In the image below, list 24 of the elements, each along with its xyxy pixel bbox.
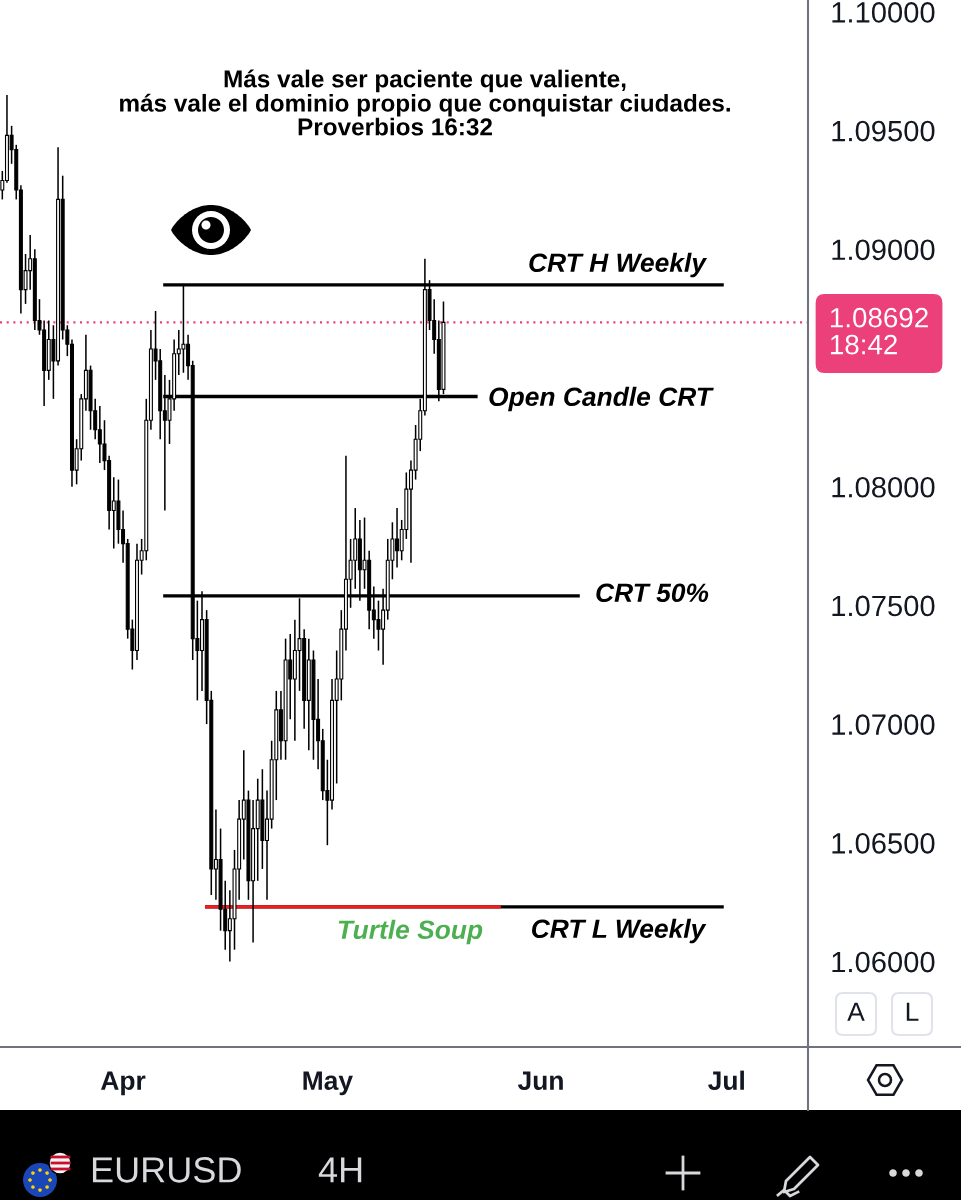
- text: Más vale ser paciente que valiente, más vale el dominio propio que conquistar ciudades.: [120, 69, 730, 117]
- x-tick-label: Apr: [100, 1071, 146, 1096]
- y-tick-label: 1.10000: [832, 2, 935, 23]
- y-tick-label: 1.09500: [832, 120, 935, 142]
- x-tick-label: Jul: [708, 1070, 744, 1090]
- ref-line-label: 1.08692 18:42: [830, 307, 928, 355]
- x-tick-label: Jun: [517, 1071, 563, 1090]
- text: A: [847, 1002, 865, 1021]
- annotation: Open Candle CRT: [489, 386, 714, 412]
- annotation: CRT 50%: [596, 583, 709, 603]
- annotation: Turtle Soup: [338, 919, 483, 945]
- y-tick-label: 1.06000: [832, 951, 935, 973]
- y-tick-label: 1.06500: [832, 833, 935, 854]
- y-tick-label: 1.09000: [832, 239, 935, 261]
- text: 4H: [318, 1157, 362, 1183]
- text: EURUSD: [92, 1157, 241, 1183]
- x-tick-label: May: [303, 1071, 353, 1096]
- y-tick-label: 1.08000: [832, 476, 935, 498]
- text: L: [906, 1002, 919, 1021]
- annotation: CRT H Weekly: [529, 252, 708, 278]
- y-tick-label: 1.07500: [832, 595, 935, 617]
- y-tick-label: 1.07000: [832, 714, 935, 735]
- text: Proverbios 16:32: [298, 117, 492, 136]
- annotation: CRT L Weekly: [532, 918, 707, 944]
